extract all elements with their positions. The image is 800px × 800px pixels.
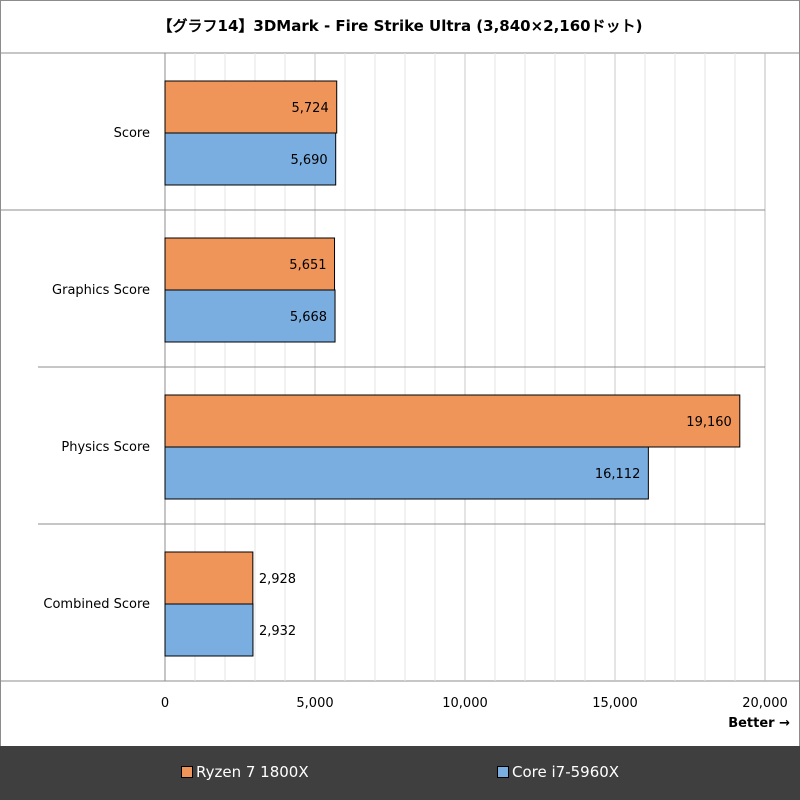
category-label: Score: [114, 126, 150, 141]
data-label: 2,928: [259, 572, 296, 587]
x-tick-label: 20,000: [742, 696, 788, 711]
data-label: 5,690: [290, 153, 327, 168]
better-direction-label: Better →: [728, 716, 790, 731]
legend-item-series-0: Ryzen 7 1800X: [181, 746, 309, 800]
legend-swatch-series-0: [181, 765, 193, 778]
bar: [164, 603, 254, 657]
x-tick-label: 10,000: [442, 696, 488, 711]
category-label: Graphics Score: [52, 283, 150, 298]
data-label: 19,160: [686, 415, 732, 430]
bar-chart: 0 5,000 10,000 15,000 20,000 Score 5,724 5,690 G…: [0, 52, 800, 711]
legend-swatch-series-1: [497, 765, 509, 778]
bar: [164, 132, 337, 186]
data-label: 5,651: [289, 258, 326, 273]
bar: [164, 446, 649, 500]
data-label: 2,932: [259, 624, 296, 639]
data-label: 5,668: [290, 310, 327, 325]
bar: [164, 289, 336, 343]
x-tick-label: 5,000: [296, 696, 333, 711]
bar: [164, 394, 741, 448]
chart-title: 【グラフ14】3DMark - Fire Strike Ultra (3,840…: [157, 17, 643, 35]
x-tick-label: 0: [161, 696, 169, 711]
data-label: 16,112: [595, 467, 641, 482]
legend: Ryzen 7 1800X Core i7-5960X: [0, 746, 800, 800]
legend-label-series-0: Ryzen 7 1800X: [196, 763, 309, 781]
x-tick-label: 15,000: [592, 696, 638, 711]
category-label: Physics Score: [61, 440, 150, 455]
bar: [164, 80, 338, 134]
legend-label-series-1: Core i7-5960X: [512, 763, 620, 781]
category-label: Combined Score: [43, 597, 150, 612]
data-label: 5,724: [292, 101, 329, 116]
legend-item-series-1: Core i7-5960X: [497, 746, 619, 800]
bar: [164, 551, 254, 605]
